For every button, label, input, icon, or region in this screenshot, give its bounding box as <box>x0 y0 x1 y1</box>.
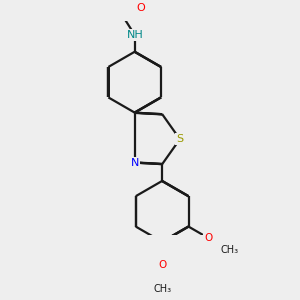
Text: S: S <box>176 134 183 144</box>
Text: CH₃: CH₃ <box>220 245 238 255</box>
Text: O: O <box>204 233 212 243</box>
Text: N: N <box>130 158 139 168</box>
Text: NH: NH <box>126 30 143 40</box>
Text: O: O <box>158 260 166 270</box>
Text: O: O <box>136 2 145 13</box>
Text: CH₃: CH₃ <box>153 284 171 294</box>
